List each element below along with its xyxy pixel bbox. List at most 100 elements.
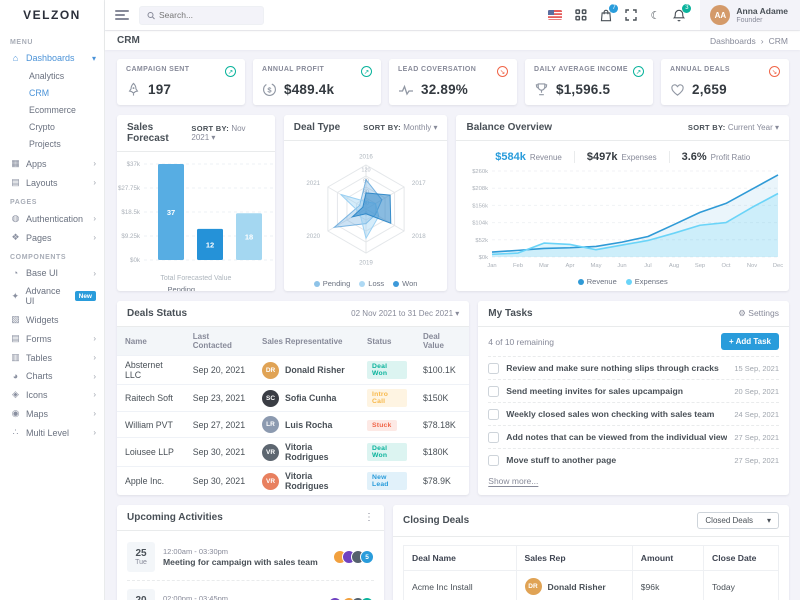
svg-text:Jun: Jun (617, 263, 626, 269)
stat-card-campaign-sent: CAMPAIGN SENT ↗ 197 (117, 59, 245, 105)
sales-forecast-bar-chart: $37k $27.75k $18.5k $9.25k $0k 37 12 18 (117, 156, 275, 275)
task-checkbox[interactable] (488, 385, 500, 397)
dark-mode-button[interactable]: ☾ (650, 9, 660, 22)
svg-text:2018: 2018 (411, 233, 425, 240)
sidebar-section-menu: MENU (10, 39, 34, 46)
chevron-right-icon: › (93, 428, 96, 437)
task-checkbox[interactable] (488, 454, 500, 466)
sidebar-item-icons[interactable]: ◈ Icons › (0, 385, 104, 404)
task-checkbox[interactable] (488, 408, 500, 420)
svg-text:Aug: Aug (669, 263, 679, 269)
chevron-right-icon: › (93, 268, 96, 278)
sidebar-item-crypto[interactable]: Crypto (29, 121, 55, 132)
hamburger-menu-icon[interactable] (115, 10, 129, 20)
list-item: Move stuff to another page 27 Sep, 2021 (488, 448, 779, 471)
notifications-button[interactable]: 3 (673, 3, 692, 22)
svg-text:2016: 2016 (359, 154, 373, 161)
sidebar-item-projects[interactable]: Projects (29, 138, 61, 149)
sidebar-item-advance-ui[interactable]: ✦ Advance UI New (0, 282, 104, 310)
add-task-button[interactable]: + Add Task (720, 333, 779, 350)
page-header: CRM Dashboards › CRM (105, 30, 800, 50)
breadcrumb-dashboards[interactable]: Dashboards (709, 35, 756, 46)
deals-status-table: Name Last Contacted Sales Representative… (117, 327, 470, 495)
deal-type-sort-dropdown[interactable]: SORT BY: Monthly ▾ (363, 123, 438, 132)
chevron-right-icon: › (93, 159, 96, 168)
table-row: Raitech Soft Sep 23, 2021 SC Sofia Cunha I… (117, 384, 470, 412)
closed-deals-filter-select[interactable]: Closed Deals ▾ (697, 512, 779, 529)
mid-row: Deals Status 02 Nov 2021 to 31 Dec 2021 … (117, 301, 789, 495)
sales-forecast-sort-dropdown[interactable]: SORT BY: Nov 2021 ▾ (191, 124, 246, 142)
deal-type-title: Deal Type (293, 122, 341, 133)
list-item: Send meeting invites for sales upcampaig… (488, 379, 779, 402)
list-item: 25 Tue 12:00am - 03:30pm Meeting for campa… (127, 534, 374, 580)
task-checkbox[interactable] (488, 362, 500, 374)
trend-up-icon: ↗ (361, 66, 372, 77)
web-apps-button[interactable] (575, 9, 587, 21)
svg-text:$208k: $208k (472, 186, 488, 192)
svg-text:37: 37 (167, 208, 175, 217)
chevron-right-icon: › (93, 233, 96, 242)
svg-text:$9.25k: $9.25k (121, 233, 140, 240)
fullscreen-button[interactable] (625, 9, 638, 21)
activity-date: 25 Tue (127, 542, 155, 572)
sidebar-item-analytics[interactable]: Analytics (29, 70, 65, 81)
deal-type-card: Deal Type SORT BY: Monthly ▾ 2016 2017 201… (283, 115, 448, 291)
language-flag-button[interactable] (548, 10, 563, 20)
breadcrumb-crm: CRM (768, 35, 788, 46)
moon-icon: ☾ (650, 9, 661, 22)
share-nodes-icon: ∴ (12, 427, 19, 437)
deals-status-date-range-dropdown[interactable]: 02 Nov 2021 to 31 Dec 2021 ▾ (351, 309, 460, 318)
grid-icon (575, 9, 587, 21)
megaphone-icon (126, 82, 141, 97)
cart-button[interactable]: 7 (600, 3, 619, 22)
sidebar-item-pages[interactable]: ❖ Pages › (11, 232, 96, 243)
sidebar-item-layouts[interactable]: ▤ Layouts › (11, 177, 96, 188)
user-role: Founder (736, 16, 763, 24)
svg-text:18: 18 (245, 233, 253, 242)
status-badge: Stuck (367, 419, 397, 431)
sidebar-item-tables[interactable]: ▥ Tables › (11, 352, 96, 363)
closing-deals-table: Deal Name Sales Rep Amount Close Date Ac… (403, 545, 779, 600)
page-title: CRM (117, 35, 140, 46)
svg-text:Jul: Jul (644, 263, 651, 269)
svg-text:$260k: $260k (472, 169, 488, 175)
svg-text:Sep: Sep (695, 263, 705, 269)
chevron-right-icon: › (93, 409, 96, 418)
sidebar-item-authentication[interactable]: ◍ Authentication › (11, 213, 96, 224)
legend-item: Revenue (228, 285, 269, 291)
sidebar-item-multi-level[interactable]: ∴ Multi Level › (0, 423, 104, 442)
svg-text:$52k: $52k (475, 238, 488, 244)
show-more-link[interactable]: Show more... (488, 476, 539, 486)
user-menu[interactable]: AA Anna Adame Founder (700, 0, 800, 30)
profit-ratio: 3.6% (681, 151, 707, 163)
sidebar-item-base-ui[interactable]: ◔ Base UI › (0, 264, 104, 282)
legend-item: Loss (359, 279, 384, 288)
search-input[interactable] (159, 10, 256, 20)
svg-text:2021: 2021 (306, 180, 320, 187)
sidebar-item-charts[interactable]: ◕ Charts › (0, 367, 104, 385)
legend-item: Won (393, 279, 417, 288)
stat-card-annual-profit: ANNUAL PROFIT ↗ $ $489.4k (253, 59, 381, 105)
sidebar-item-apps[interactable]: ▦ Apps › (11, 158, 96, 169)
sidebar: VELZON MENU ⌂ Dashboards ▾ Analytics CRM… (0, 0, 105, 600)
balance-overview-sort-dropdown[interactable]: SORT BY: Current Year ▾ (687, 123, 779, 132)
table-row: Absternet LLC Sep 20, 2021 DR Donald Rishe… (117, 355, 470, 385)
stats-row: CAMPAIGN SENT ↗ 197 ANNUAL PROFIT ↗ $ $489… (117, 59, 789, 105)
velzon-logo[interactable]: VELZON (23, 8, 81, 22)
svg-text:Oct: Oct (721, 263, 730, 269)
dollar-circle-icon: $ (262, 82, 277, 97)
sidebar-item-dashboards[interactable]: ⌂ Dashboards ▾ (0, 49, 104, 67)
attendee-avatars: 5 (333, 550, 374, 564)
compass-icon: ◔ (12, 268, 19, 278)
tasks-settings-button[interactable]: ⚙ Settings (738, 308, 779, 318)
task-checkbox[interactable] (488, 431, 500, 443)
sidebar-item-forms[interactable]: ▤ Forms › (11, 333, 96, 344)
sidebar-item-ecommerce[interactable]: Ecommerce (29, 104, 76, 115)
gear-icon: ⚙ (738, 308, 746, 318)
kebab-menu-icon[interactable]: ⋮ (364, 512, 374, 523)
sidebar-item-widgets[interactable]: ▧ Widgets (11, 314, 59, 325)
user-lock-icon: ◍ (11, 213, 20, 223)
shopping-bag-icon (601, 9, 612, 21)
sidebar-item-maps[interactable]: ◉ Maps › (11, 408, 96, 419)
sidebar-item-crm[interactable]: CRM (29, 87, 50, 98)
